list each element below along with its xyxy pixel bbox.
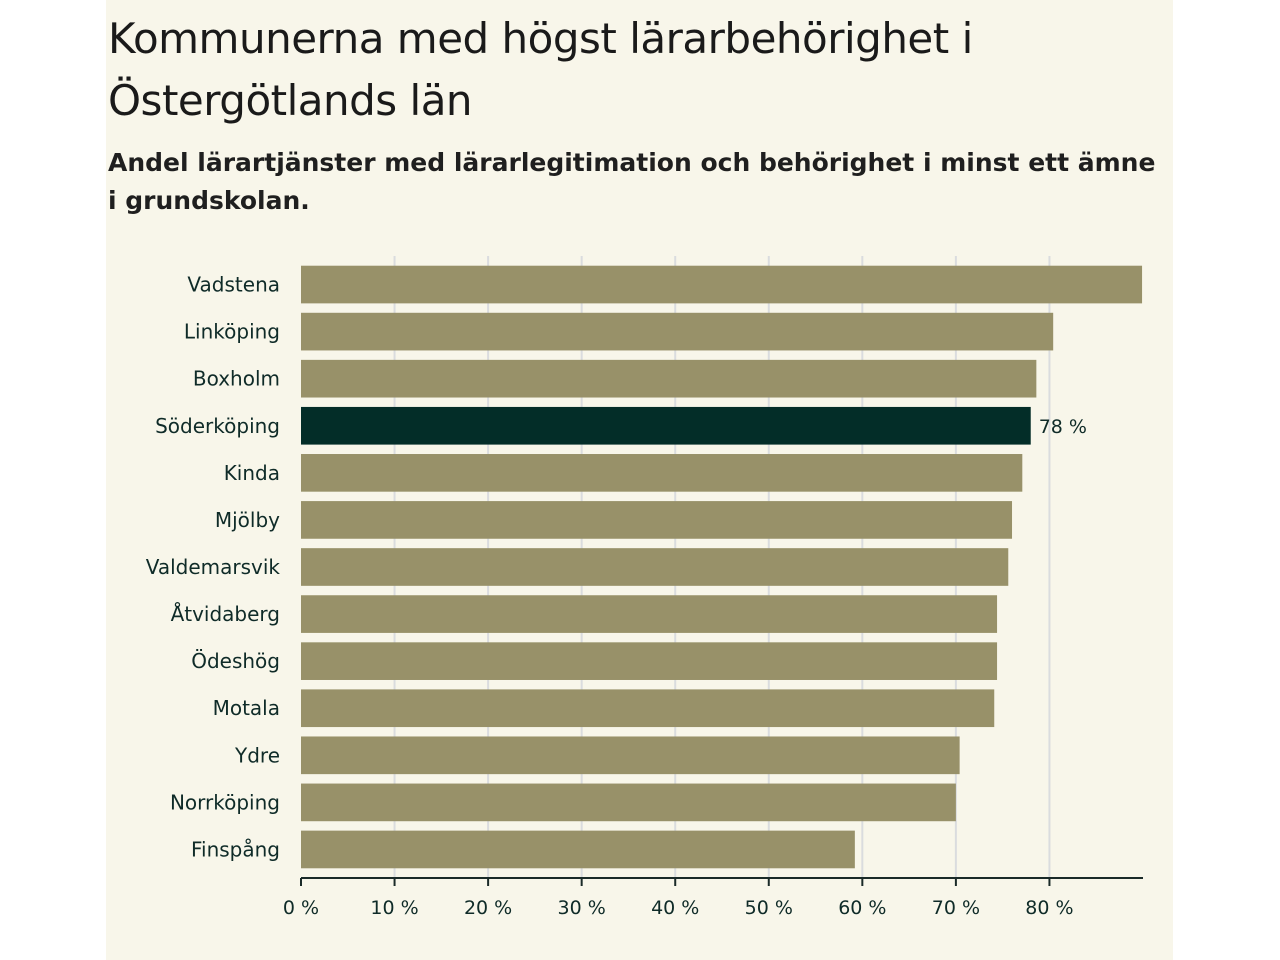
bar-valdemarsvik: [301, 548, 1009, 586]
category-label: Finspång: [191, 837, 280, 861]
x-tick-label: 80 %: [1025, 897, 1073, 919]
bar-linköping: [301, 312, 1054, 351]
x-tick-label: 70 %: [932, 897, 980, 919]
category-label: Boxholm: [193, 367, 280, 391]
x-tick-label: 30 %: [558, 897, 606, 919]
category-label: Ydre: [234, 743, 280, 767]
x-tick-label: 20 %: [464, 897, 512, 919]
x-tick-label: 60 %: [838, 897, 886, 919]
category-label: Linköping: [184, 320, 280, 344]
chart-title: Kommunerna med högst lärarbehörighet i Ö…: [108, 14, 973, 125]
x-tick-label: 0 %: [283, 897, 319, 919]
category-label: Valdemarsvik: [146, 555, 281, 579]
bar-ydre: [301, 736, 960, 775]
x-tick-label: 10 %: [370, 897, 418, 919]
bar-åtvidaberg: [301, 595, 998, 633]
bar-söderköping: [301, 406, 1031, 445]
category-label: Mjölby: [215, 508, 280, 532]
bar-boxholm: [301, 359, 1037, 398]
bar-ödeshög: [301, 642, 998, 680]
bar-norrköping: [301, 783, 956, 822]
bar-kinda: [301, 454, 1023, 492]
category-label: Motala: [213, 696, 280, 720]
x-tick-label: 40 %: [651, 897, 699, 919]
bar-mjölby: [301, 501, 1013, 539]
x-tick-label: 50 %: [745, 897, 793, 919]
bar-motala: [301, 689, 995, 728]
category-label: Norrköping: [170, 790, 280, 814]
bar-vadstena: [301, 265, 1143, 304]
category-label: Vadstena: [187, 273, 280, 297]
category-label: Ödeshög: [191, 649, 280, 673]
category-label: Kinda: [224, 461, 280, 485]
chart-subtitle: Andel lärartjänster med lärarlegitimatio…: [108, 148, 1156, 215]
bar-finspång: [301, 830, 855, 869]
category-label: Åtvidaberg: [171, 602, 280, 626]
data-label: 78 %: [1039, 416, 1087, 438]
category-label: Söderköping: [155, 414, 280, 438]
